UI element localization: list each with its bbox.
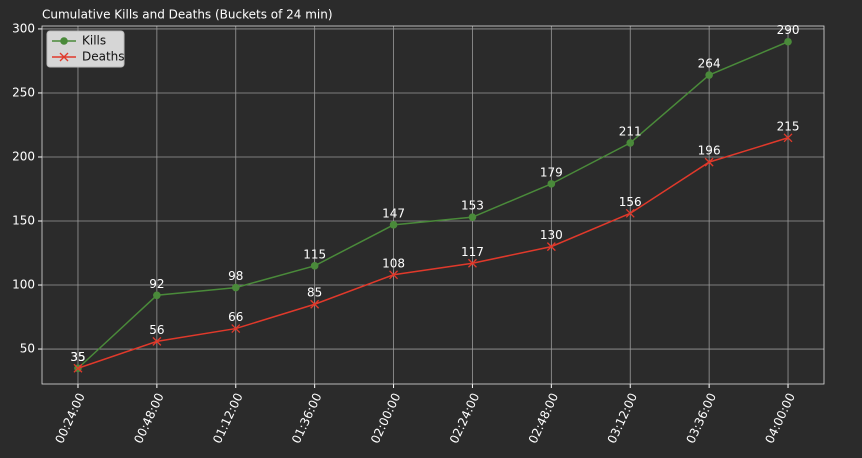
series-line (77, 41, 789, 369)
value-label: 35 (70, 350, 85, 364)
value-label: 115 (303, 247, 326, 261)
value-label: 211 (619, 124, 642, 138)
plot-frame (41, 25, 825, 385)
y-tick-label: 100 (12, 278, 35, 292)
marker-stroke (389, 270, 399, 280)
marker-stroke (59, 52, 69, 62)
value-label: 35 (70, 350, 85, 364)
value-label: 179 (540, 165, 563, 179)
y-tick-label: 50 (20, 342, 35, 356)
value-label: 153 (461, 199, 484, 213)
value-label: 108 (382, 256, 405, 270)
legend-marker (59, 52, 69, 62)
legend-label: Deaths (82, 50, 125, 64)
marker-stroke (73, 363, 83, 373)
legend: Kills Deaths (46, 30, 125, 68)
data-point (467, 258, 477, 268)
y-tick-label: 200 (12, 149, 35, 163)
data-point (73, 363, 83, 373)
value-label: 290 (777, 23, 800, 37)
data-point (704, 157, 714, 167)
data-point (152, 336, 162, 346)
marker-stroke (704, 157, 714, 167)
marker-stroke (546, 242, 556, 252)
marker-stroke (783, 133, 793, 143)
value-label: 117 (461, 245, 484, 259)
marker-stroke (310, 299, 320, 309)
data-point (783, 133, 793, 143)
data-point (468, 213, 477, 221)
data-point (389, 270, 399, 280)
legend-marker (60, 37, 68, 45)
data-point (547, 180, 556, 188)
data-point (231, 324, 241, 334)
value-label: 56 (149, 323, 164, 337)
value-label: 92 (149, 277, 164, 291)
legend-label: Kills (82, 34, 106, 48)
value-label: 66 (228, 310, 243, 324)
marker-stroke (231, 324, 241, 334)
value-label: 196 (698, 144, 721, 158)
data-point (153, 291, 161, 300)
data-point (784, 37, 792, 46)
y-tick-label: 250 (12, 85, 35, 99)
data-point (625, 208, 635, 218)
y-tick-label: 300 (12, 21, 35, 35)
data-point (546, 242, 556, 252)
marker-stroke (152, 336, 162, 346)
data-point (705, 71, 713, 79)
marker-stroke (625, 208, 635, 218)
data-point (389, 221, 398, 229)
data-point (626, 139, 635, 147)
value-label: 85 (307, 286, 322, 300)
value-label: 147 (382, 206, 405, 220)
value-label: 98 (228, 269, 243, 283)
value-label: 156 (619, 195, 642, 209)
data-point (310, 262, 319, 270)
series-line (77, 137, 789, 369)
data-point (231, 283, 240, 292)
chart-title: Cumulative Kills and Deaths (Buckets of … (42, 8, 333, 22)
data-point (310, 299, 320, 309)
value-label: 130 (540, 228, 563, 242)
value-label: 215 (777, 119, 800, 133)
marker-stroke (467, 258, 477, 268)
y-tick-label: 150 (12, 214, 35, 228)
value-label: 264 (698, 57, 721, 71)
